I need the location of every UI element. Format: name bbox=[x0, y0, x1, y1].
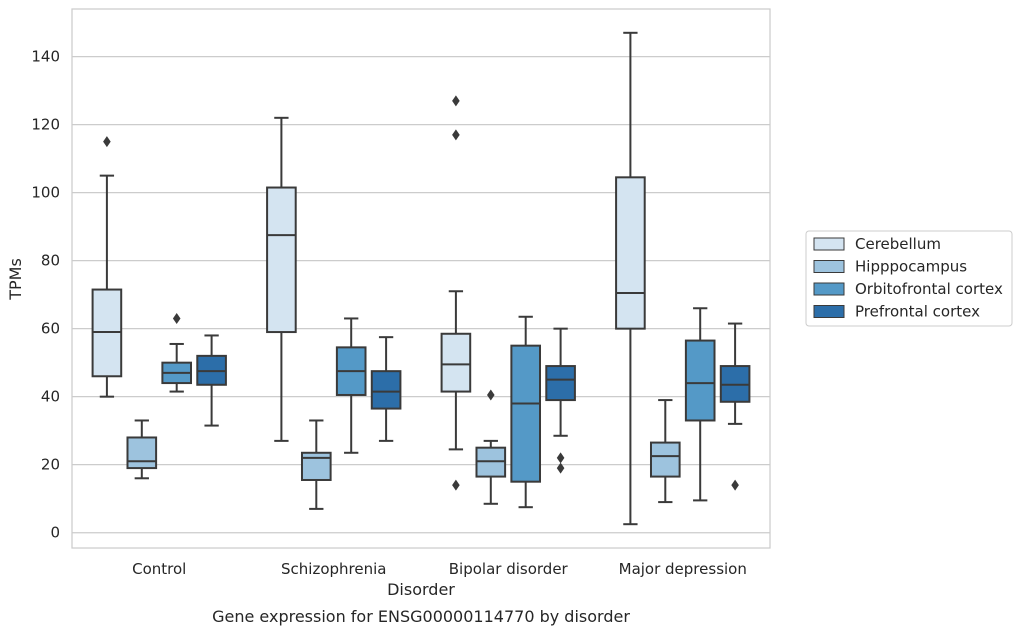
box-cerebellum bbox=[266, 116, 297, 442]
box-prefrontal-cortex bbox=[719, 322, 751, 491]
box-iqr bbox=[370, 370, 402, 410]
y-tick-label: 20 bbox=[41, 456, 60, 474]
box-cerebellum bbox=[440, 95, 472, 491]
gridlines bbox=[72, 55, 770, 534]
y-tick-label: 140 bbox=[31, 48, 60, 66]
box-iqr bbox=[545, 365, 576, 402]
y-tick-label: 120 bbox=[31, 116, 60, 134]
outlier-point bbox=[731, 479, 739, 491]
box-iqr bbox=[649, 441, 681, 478]
y-tick-label: 0 bbox=[50, 524, 60, 542]
legend-swatch bbox=[813, 305, 845, 318]
legend-swatch bbox=[813, 237, 845, 251]
x-tick-label: Bipolar disorder bbox=[449, 560, 569, 578]
box-cerebellum bbox=[91, 136, 123, 398]
x-axis-title: Disorder bbox=[387, 580, 455, 599]
y-tick-labels: 0 20 40 60 80 100 120 140 bbox=[31, 48, 60, 542]
legend-swatch bbox=[813, 282, 845, 296]
x-tick-label: Schizophrenia bbox=[281, 560, 386, 578]
y-tick-label: 100 bbox=[31, 184, 60, 202]
legend-label: Orbitofrontal cortex bbox=[855, 280, 1003, 298]
outlier-point bbox=[452, 129, 460, 141]
y-tick-label: 60 bbox=[41, 320, 60, 338]
outlier-point bbox=[172, 312, 181, 324]
box-hipppocampus bbox=[649, 399, 681, 504]
box-iqr bbox=[300, 451, 332, 481]
y-tick-label: 80 bbox=[41, 252, 60, 270]
x-tick-label: Major depression bbox=[619, 560, 747, 578]
box-cerebellum bbox=[615, 31, 646, 526]
y-tick-label: 40 bbox=[41, 388, 60, 406]
outlier-point bbox=[103, 136, 111, 148]
box-iqr bbox=[510, 344, 542, 483]
outlier-point bbox=[452, 479, 460, 491]
box-prefrontal-cortex bbox=[545, 327, 576, 474]
box-orbitofrontal-cortex bbox=[684, 307, 716, 502]
box-hipppocampus bbox=[126, 419, 158, 480]
box-orbitofrontal-cortex bbox=[161, 312, 193, 393]
legend-label: Cerebellum bbox=[855, 235, 941, 253]
box-orbitofrontal-cortex bbox=[510, 315, 542, 509]
boxes bbox=[91, 31, 751, 526]
legend-swatch bbox=[813, 260, 845, 273]
outlier-point bbox=[556, 452, 565, 464]
y-axis-title: TPMs bbox=[6, 258, 25, 301]
x-tick-labels: Control Schizophrenia Bipolar disorder Majo… bbox=[132, 560, 747, 578]
box-orbitofrontal-cortex bbox=[335, 317, 367, 454]
box-iqr bbox=[266, 186, 297, 334]
box-iqr bbox=[684, 339, 716, 422]
plot-frame bbox=[71, 8, 771, 549]
legend-label: Hipppocampus bbox=[855, 258, 967, 276]
box-prefrontal-cortex bbox=[196, 334, 227, 427]
outlier-point bbox=[556, 462, 565, 474]
box-hipppocampus bbox=[300, 419, 332, 510]
box-iqr bbox=[615, 176, 646, 330]
figure-caption: Gene expression for ENSG00000114770 by d… bbox=[212, 607, 630, 626]
outlier-point bbox=[452, 95, 460, 107]
x-tick-label: Control bbox=[132, 560, 186, 578]
box-iqr bbox=[126, 436, 158, 470]
box-iqr bbox=[440, 332, 472, 393]
outlier-point bbox=[487, 389, 495, 401]
box-prefrontal-cortex bbox=[370, 336, 402, 442]
box-hipppocampus bbox=[475, 389, 507, 505]
legend-frame bbox=[805, 230, 1013, 327]
legend-label: Prefrontal cortex bbox=[855, 303, 980, 321]
legend: Cerebellum Hipppocampus Orbitofrontal cort… bbox=[805, 230, 1013, 327]
